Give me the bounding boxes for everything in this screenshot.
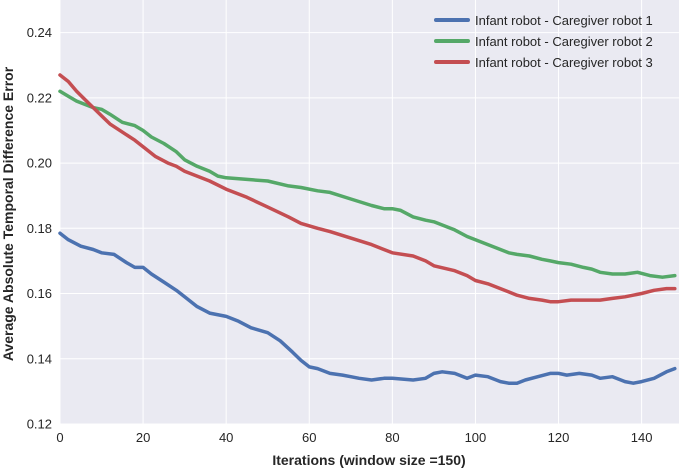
grid-lines (59, 0, 679, 425)
series-lines (58, 73, 677, 385)
x-tick-label: 140 (631, 430, 653, 445)
series-line-2 (58, 89, 677, 279)
legend-label-series-2: Infant robot - Caregiver robot 2 (475, 34, 653, 49)
legend-label-series-3: Infant robot - Caregiver robot 3 (475, 55, 653, 70)
x-tick-label: 80 (385, 430, 399, 445)
legend: Infant robot - Caregiver robot 1 Infant … (434, 13, 653, 70)
y-axis-title: Average Absolute Temporal Difference Err… (0, 66, 16, 361)
series-line-3 (58, 73, 677, 304)
legend-label-series-1: Infant robot - Caregiver robot 1 (475, 13, 653, 28)
y-tick-label: 0.22 (27, 90, 52, 105)
y-tick-label: 0.14 (27, 351, 52, 366)
y-tick-label: 0.12 (27, 417, 52, 432)
y-tick-label: 0.20 (27, 156, 52, 171)
x-tick-label: 40 (219, 430, 233, 445)
x-tick-label: 0 (56, 430, 63, 445)
x-tick-labels: 0 20 40 60 80 100 120 140 (56, 430, 652, 445)
x-tick-label: 100 (465, 430, 487, 445)
y-tick-label: 0.16 (27, 286, 52, 301)
y-tick-labels: 0.12 0.14 0.16 0.18 0.20 0.22 0.24 (27, 25, 52, 431)
series-line-1 (58, 231, 677, 385)
y-tick-label: 0.18 (27, 221, 52, 236)
x-tick-label: 120 (548, 430, 570, 445)
x-axis-title: Iterations (window size =150) (272, 452, 465, 468)
plot-area (60, 0, 679, 424)
y-tick-label: 0.24 (27, 25, 52, 40)
x-tick-label: 20 (136, 430, 150, 445)
x-tick-label: 60 (302, 430, 316, 445)
